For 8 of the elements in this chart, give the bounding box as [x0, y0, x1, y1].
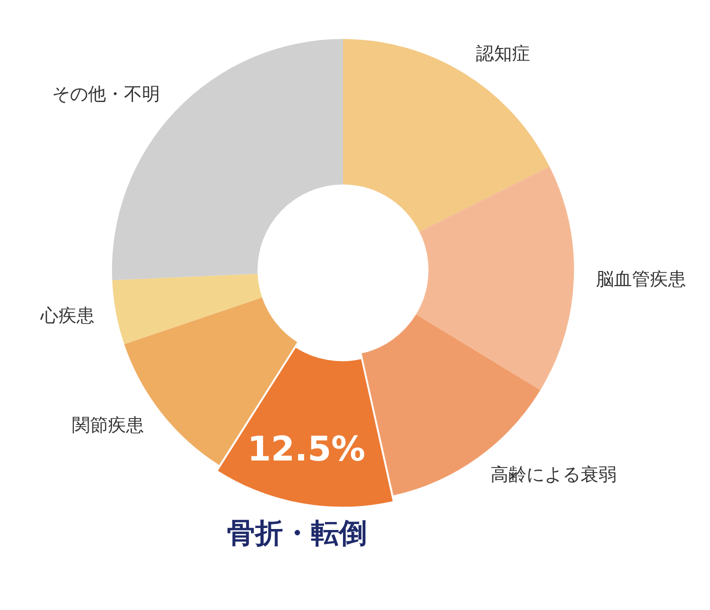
slice-label: 関節疾患: [72, 414, 144, 436]
slice-label: 脳血管疾患: [596, 269, 686, 290]
slice-label: 認知症: [476, 43, 530, 64]
slice-label: 骨折・転倒: [226, 516, 367, 550]
slice-label: その他・不明: [52, 84, 160, 105]
slice-label: 高齢による衰弱: [490, 464, 616, 486]
data-label: 12.5%: [247, 429, 366, 470]
slice-label: 心疾患: [39, 305, 94, 326]
